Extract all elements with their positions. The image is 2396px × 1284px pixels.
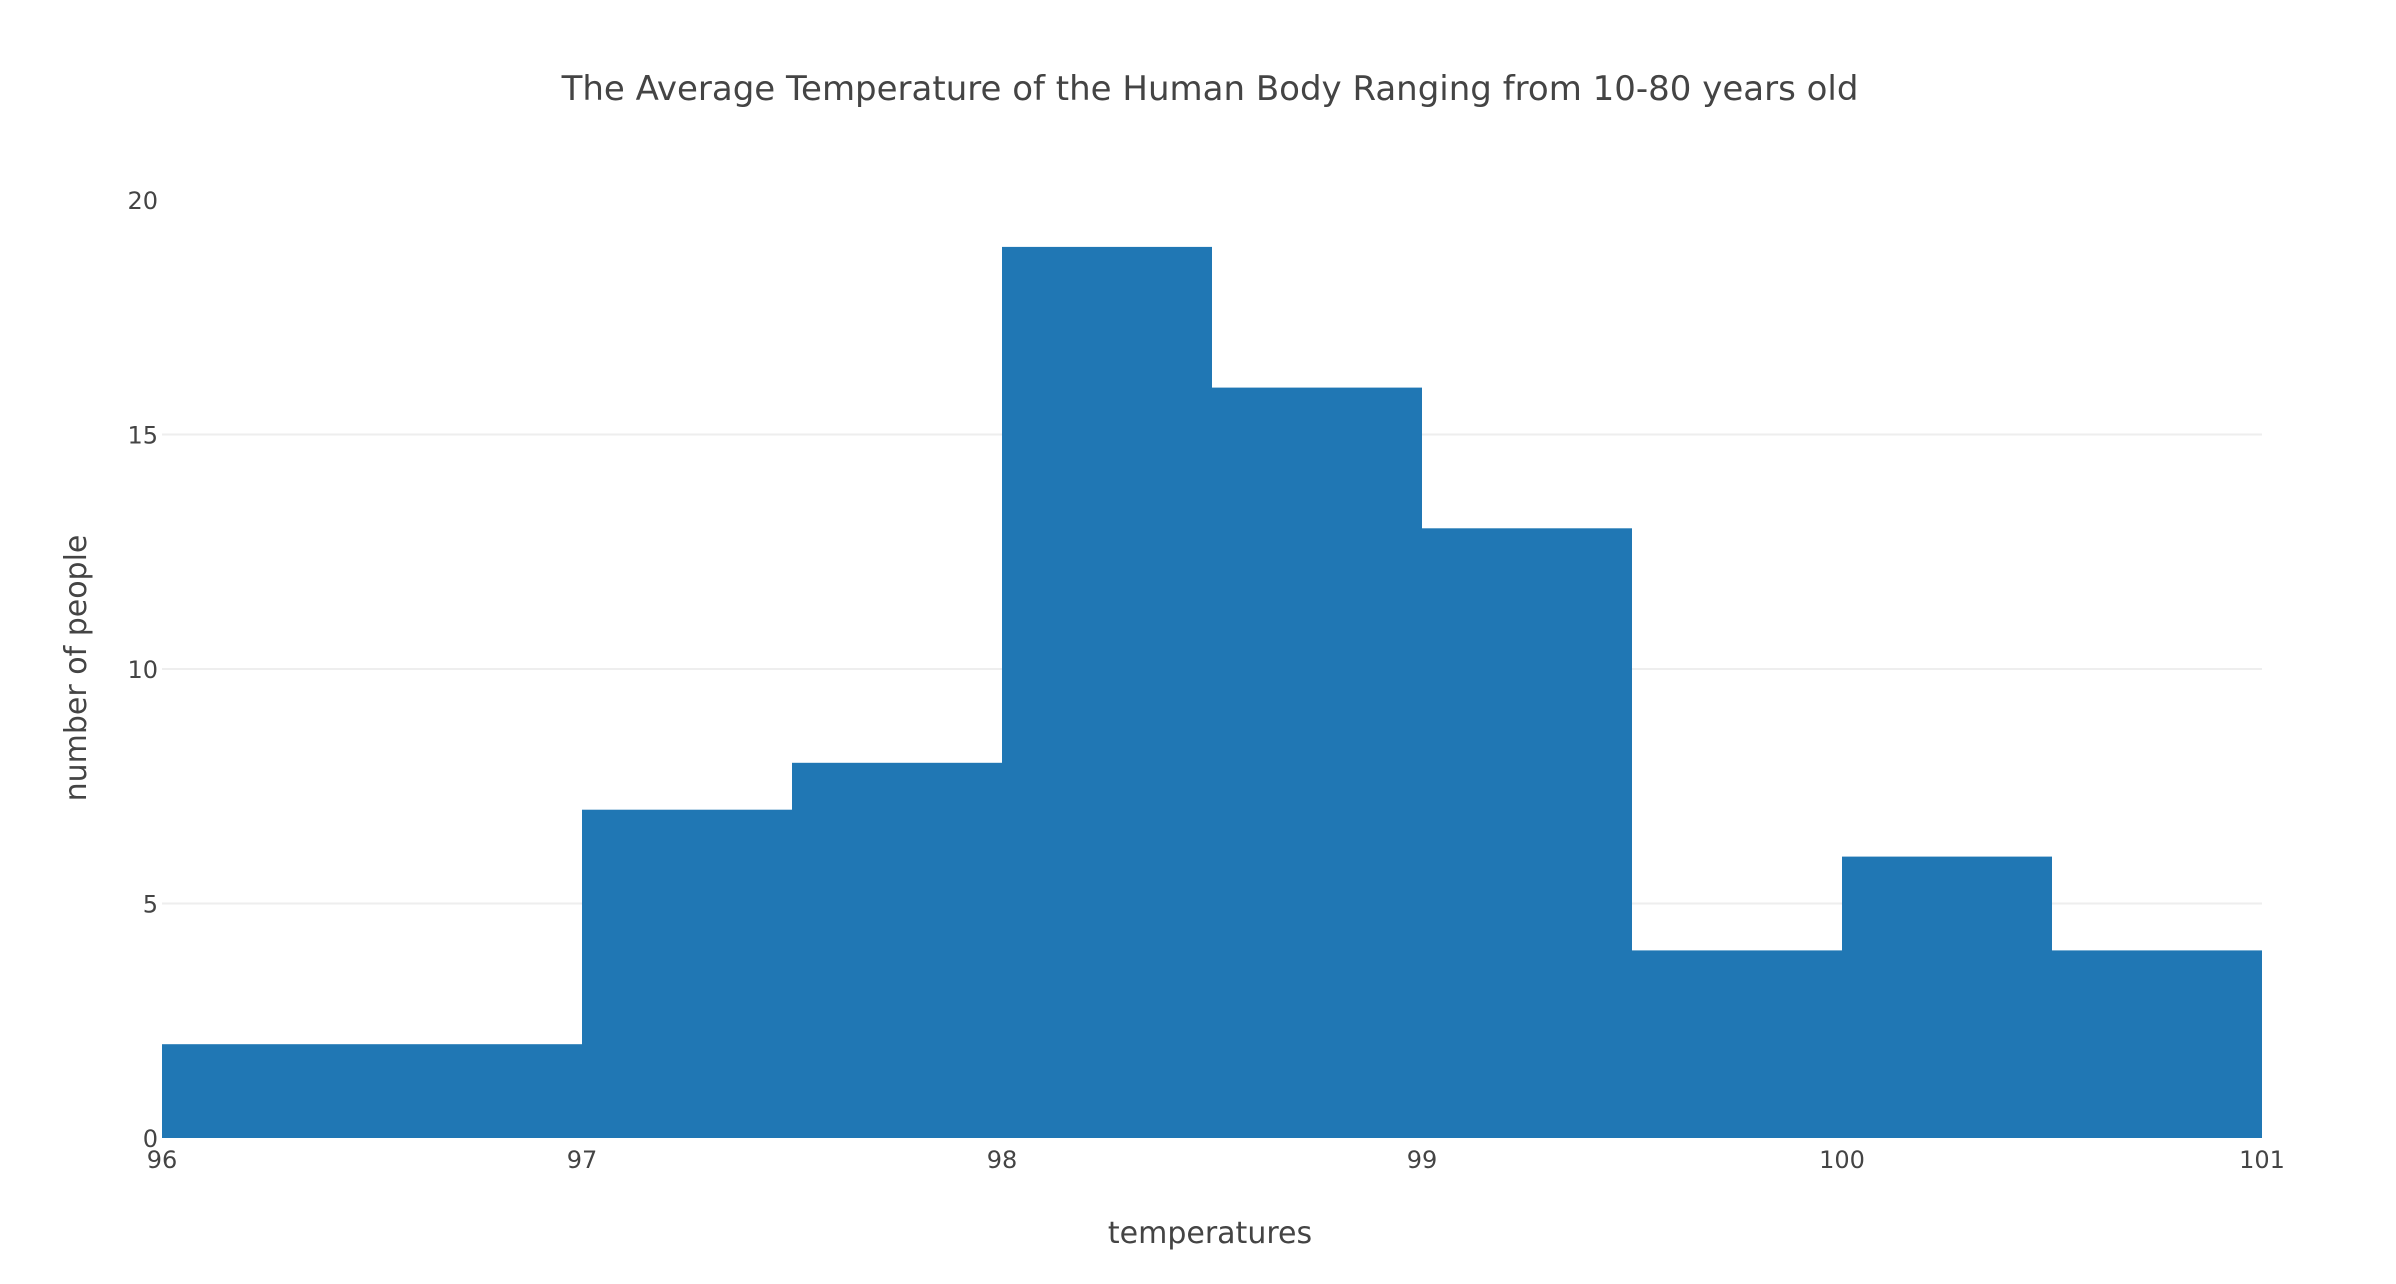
x-tick-label: 99 [1407,1146,1438,1174]
histogram-bar [582,809,792,1138]
histogram-bar [2052,950,2262,1138]
y-tick-label: 0 [143,1125,158,1153]
x-tick-label: 100 [1819,1146,1865,1174]
histogram-bar [1632,950,1842,1138]
chart-title: The Average Temperature of the Human Bod… [561,69,1859,109]
y-tick-label: 15 [127,422,158,450]
histogram-bar [792,762,1002,1138]
x-tick-label: 101 [2239,1146,2285,1174]
histogram-bar [1842,856,2052,1138]
histogram-bar [1002,246,1212,1138]
y-axis-ticks: 0 5 10 15 20 [127,187,158,1153]
histogram-bar [162,1044,582,1138]
y-tick-label: 5 [143,891,158,919]
histogram-bar [1212,387,1422,1139]
x-tick-label: 98 [987,1146,1018,1174]
x-axis-ticks: 96 97 98 99 100 101 [147,1146,2285,1174]
y-tick-label: 10 [127,656,158,684]
x-axis-title: temperatures [1108,1216,1312,1251]
x-tick-label: 97 [567,1146,598,1174]
bars [162,246,2262,1139]
x-tick-label: 96 [147,1146,178,1174]
histogram-bar [1422,528,1632,1138]
y-axis-title: number of people [59,535,94,802]
y-tick-label: 20 [127,187,158,215]
